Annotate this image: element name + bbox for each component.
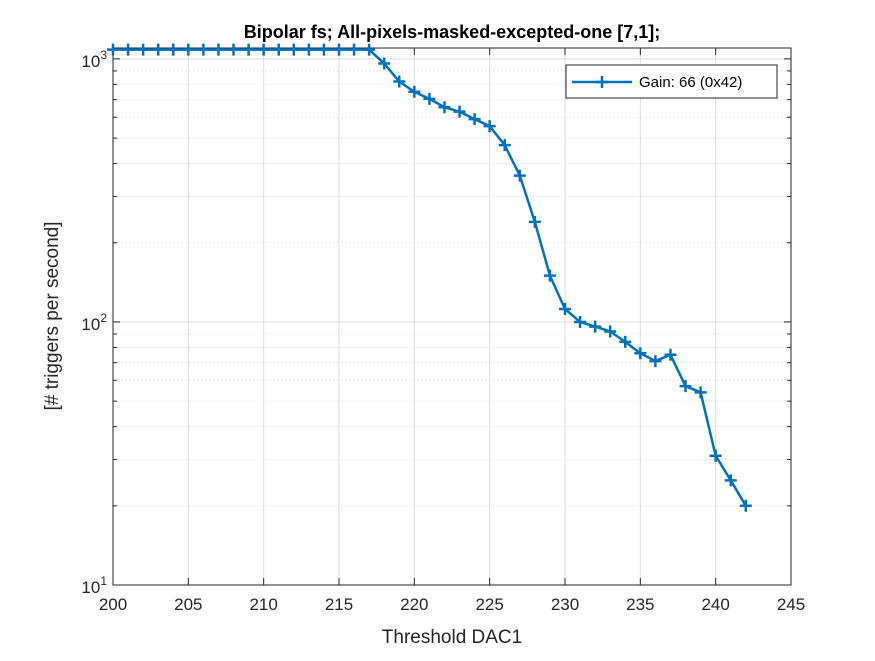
data-point-marker (513, 169, 526, 182)
y-tick-label: 102 (81, 311, 107, 334)
data-point-marker (348, 43, 361, 56)
y-axis-label: [# triggers per second] (42, 221, 63, 410)
x-axis-label: Threshold DAC1 (382, 627, 522, 648)
x-tick-label: 215 (325, 595, 353, 614)
data-point-marker (167, 43, 180, 56)
legend-entry-label: Gain: 66 (0x42) (639, 74, 742, 91)
data-point-marker (574, 315, 587, 328)
data-point-marker (257, 43, 270, 56)
data-point-marker (679, 380, 692, 393)
data-point-marker (589, 320, 602, 333)
data-point-marker (393, 75, 406, 88)
data-point-marker (559, 303, 571, 315)
data-point-marker (227, 43, 240, 56)
data-point-marker (468, 113, 481, 126)
data-point-marker (212, 43, 225, 56)
data-point-marker (287, 43, 300, 56)
x-tick-label: 200 (99, 595, 127, 614)
data-point-marker (724, 474, 737, 487)
data-point-marker (152, 43, 165, 56)
data-point-marker (317, 43, 330, 56)
data-point-marker (664, 348, 677, 361)
data-point-marker (543, 269, 556, 282)
data-point-marker (619, 335, 632, 348)
data-point-marker (242, 43, 255, 56)
data-point-marker (107, 43, 119, 56)
x-tick-label: 205 (174, 595, 202, 614)
data-point-marker (302, 43, 315, 56)
data-point-marker (408, 85, 421, 98)
x-tick-label: 220 (400, 595, 428, 614)
plot-frame (112, 47, 792, 586)
x-tick-label: 240 (701, 595, 729, 614)
data-point-marker (709, 449, 722, 462)
data-point-marker (137, 43, 150, 56)
data-point-marker (739, 499, 752, 512)
data-point-marker (378, 57, 391, 70)
data-point-marker (453, 105, 466, 118)
x-tick-labels: 200 205 210 215 220 225 230 235 240 245 (99, 595, 805, 614)
data-point-marker (604, 325, 617, 338)
x-tick-label: 225 (475, 595, 503, 614)
legend-marker-sample (596, 76, 608, 88)
series-layer (107, 43, 752, 512)
data-point-marker (634, 347, 647, 360)
x-tick-label: 245 (777, 595, 805, 614)
data-point-marker (182, 43, 195, 56)
data-point-marker (694, 386, 707, 399)
data-point-marker (498, 139, 511, 152)
data-point-marker (649, 355, 662, 368)
chart-title: Bipolar fs; All-pixels-masked-excepted-o… (244, 22, 660, 42)
data-point-marker (122, 43, 135, 56)
y-tick-label: 101 (81, 574, 107, 597)
data-point-marker (438, 101, 451, 114)
x-tick-label: 230 (551, 595, 579, 614)
data-point-marker (483, 120, 496, 133)
data-point-marker (333, 43, 345, 56)
y-tick-label: 103 (81, 48, 107, 71)
data-point-marker (272, 43, 285, 56)
data-point-marker (528, 215, 541, 228)
x-tick-label: 210 (249, 595, 277, 614)
x-tick-label: 235 (626, 595, 654, 614)
legend[interactable]: Gain: 66 (0x42) (565, 64, 778, 99)
plot-area (113, 48, 791, 585)
y-tick-labels: 101 102 103 (81, 48, 107, 597)
data-point-marker (197, 43, 210, 56)
data-point-marker (363, 43, 376, 56)
data-point-marker (423, 92, 436, 105)
